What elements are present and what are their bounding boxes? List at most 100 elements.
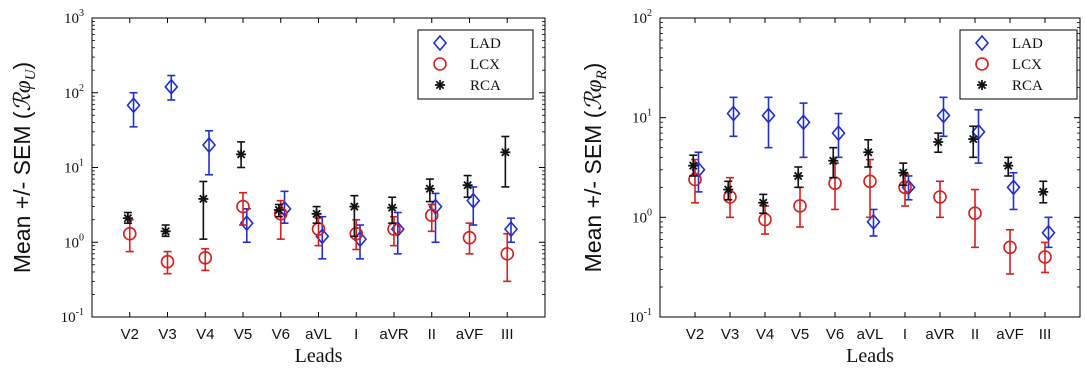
y-tick-label: 101 [632,108,652,127]
star-stroke [724,185,733,194]
star-stroke [759,198,768,208]
series-rca [122,135,511,240]
star-stroke [387,203,397,212]
y-tick-label: 100 [632,207,652,226]
star-stroke [425,184,435,193]
legend-label-rca: RCA [1012,78,1043,94]
data-point-lad [126,97,141,114]
data-point-rca [311,208,322,219]
star-stroke [689,161,698,170]
x-tick-label: V4 [756,326,774,343]
series-rca [688,125,1049,215]
y-axis-label: Mean +/- SEM (ℛφU) [9,62,39,273]
legend-marker-lcx [975,57,989,71]
data-point-lad [1006,179,1021,196]
y-tick-label: 100 [64,232,84,251]
data-point-lcx [863,174,877,189]
data-point-lcx [236,199,250,214]
legend-label-lcx: LCX [470,57,500,73]
data-point-rca [723,184,734,195]
legend-marker-lad [432,34,448,52]
x-tick-label: aVL [857,326,884,343]
data-point-lcx [349,226,364,241]
x-tick-label: V2 [686,326,704,343]
x-tick-label: aVR [925,326,954,343]
x-tick-label: V2 [121,326,139,343]
data-point-lcx [1003,240,1017,255]
x-tick-label: V5 [791,326,809,343]
star-stroke [123,213,133,223]
x-tick-label: III [1039,326,1052,343]
x-axis-label: Leads [295,345,343,367]
legend-label-lcx: LCX [1012,57,1042,73]
data-point-rca [758,197,769,208]
data-point-rca [273,205,284,216]
data-point-lad [936,107,951,124]
data-point-lcx [968,206,982,221]
data-point-lcx [933,190,947,204]
legend-label-lad: LAD [470,36,501,52]
y-axis-label: Mean +/- SEM (ℛφR) [580,63,610,273]
x-tick-label: V5 [234,326,252,343]
data-point-rca [968,134,979,145]
star-stroke [435,80,445,90]
star-stroke [1039,187,1048,197]
star-stroke [899,168,908,178]
data-point-rca [1003,160,1014,171]
x-tick-label: I [903,326,907,343]
star-stroke [199,194,208,204]
y-tick-label: 103 [64,8,84,27]
data-point-rca [424,183,435,194]
legend: LAD LCX RCA [417,29,534,100]
data-point-rca [198,193,209,204]
star-stroke [794,171,803,181]
star-stroke [501,148,510,157]
data-point-lcx [160,254,175,269]
data-point-lad [201,136,217,154]
data-point-lcx [198,250,213,265]
x-tick-label: II [971,326,979,343]
y-tick-label: 101 [64,158,84,177]
data-point-lad [503,220,519,238]
legend-marker-lad [974,34,990,52]
star-stroke [274,205,284,215]
data-point-lcx [1038,250,1052,264]
data-point-rca [160,226,171,237]
x-tick-label: aVR [379,326,408,343]
data-point-lcx [122,226,137,241]
data-point-rca [933,136,944,147]
data-point-lad [1041,224,1056,242]
data-point-lad [831,124,846,142]
x-tick-label: I [354,326,358,343]
y-tick-label: 10-1 [629,307,652,326]
x-tick-label: V4 [196,326,214,343]
legend-marker-rca [435,80,445,90]
data-point-rca [236,149,247,160]
legend-marker-lcx [433,57,447,71]
y-tick-label: 102 [632,8,652,27]
legend-marker-rca [977,80,987,90]
data-point-rca [898,167,909,178]
x-tick-label: V3 [721,326,739,343]
x-tick-label: aVF [456,326,484,343]
star-stroke [312,209,321,219]
data-point-lad [866,213,881,231]
data-point-rca [1038,186,1049,197]
data-point-rca [462,180,473,191]
data-point-rca [122,213,133,224]
star-stroke [463,180,472,190]
series-lcx [688,158,1052,275]
x-tick-label: II [428,326,436,343]
x-tick-label: V6 [272,326,290,343]
x-tick-label: V6 [826,326,844,343]
data-point-lcx [424,208,439,223]
star-stroke [236,150,246,159]
data-point-rca [349,201,360,212]
star-stroke [969,134,978,144]
data-point-lcx [500,247,515,261]
legend-label-lad: LAD [1012,36,1043,52]
data-point-lcx [898,180,912,195]
series-lad [126,74,519,260]
